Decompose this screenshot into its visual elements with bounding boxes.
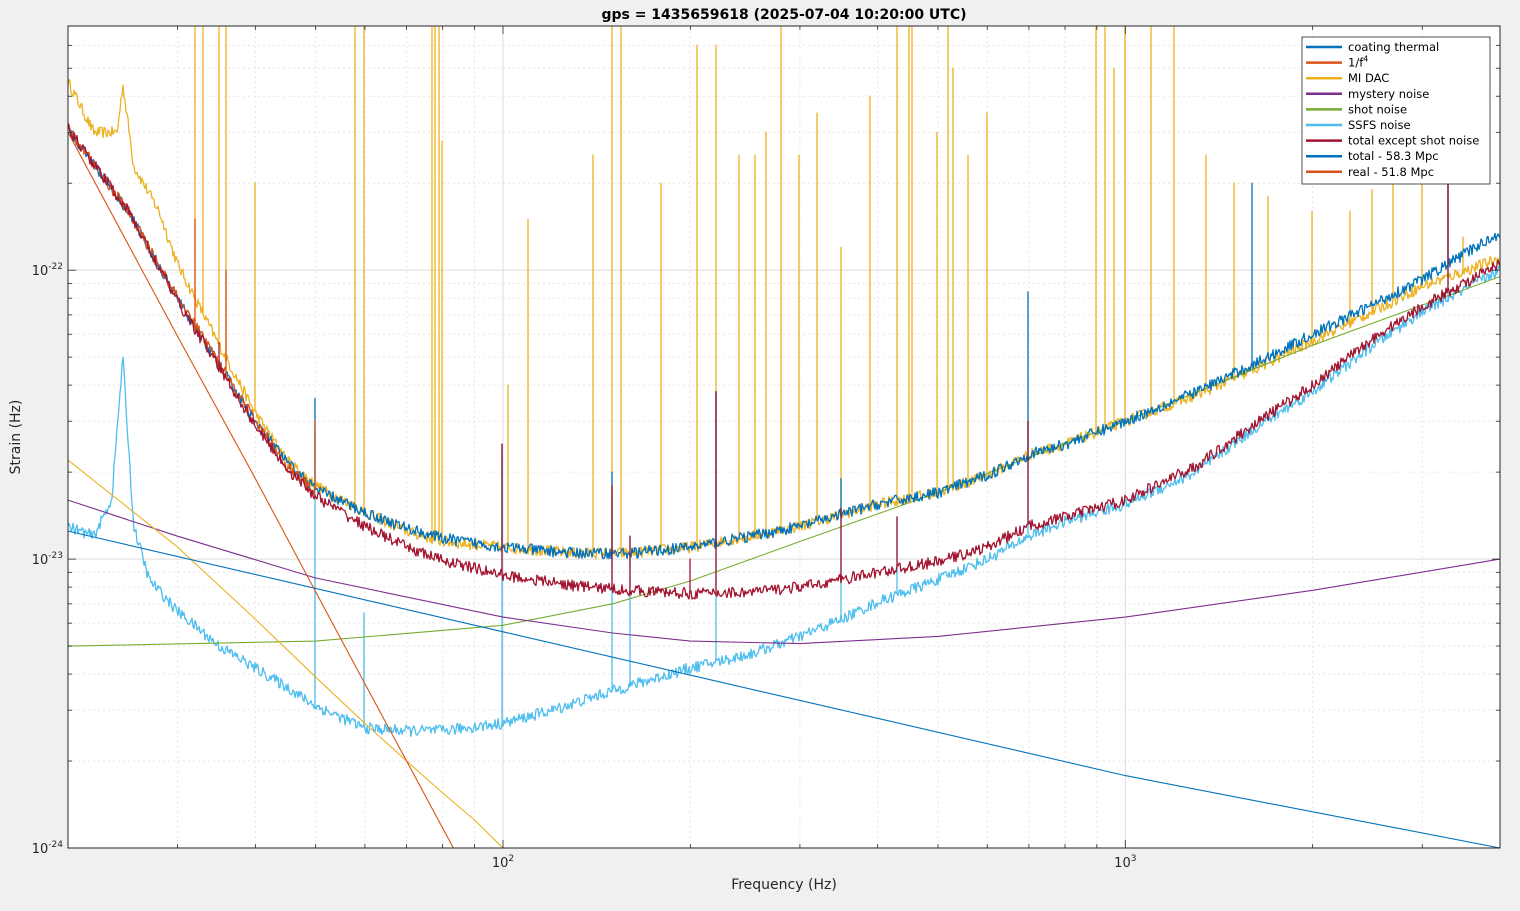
legend-entry-label: MI DAC bbox=[1348, 71, 1389, 85]
legend-entry-label: total except shot noise bbox=[1348, 134, 1479, 148]
legend-entry-label: SSFS noise bbox=[1348, 118, 1411, 132]
series-line-shot-noise bbox=[68, 276, 1500, 647]
plot-frame bbox=[67, 25, 1501, 849]
series-line-inverse-f4 bbox=[68, 132, 454, 848]
series-layer bbox=[68, 26, 1500, 848]
series-line-mystery-noise bbox=[68, 499, 1500, 645]
legend-entry-label: shot noise bbox=[1348, 102, 1407, 116]
legend-entry-label: coating thermal bbox=[1348, 40, 1439, 54]
plot-area bbox=[68, 26, 1500, 848]
legend-entry-label: mystery noise bbox=[1348, 87, 1429, 101]
legend-entry-label: total - 58.3 Mpc bbox=[1348, 149, 1439, 163]
series-line-coating-thermal bbox=[68, 530, 1500, 848]
series-line-total-except-shot-noise bbox=[68, 122, 1500, 600]
series-line-mi-dac-measured bbox=[68, 26, 1500, 560]
series-line-mi-dac-model bbox=[68, 459, 504, 848]
y-axis-label: Strain (Hz) bbox=[8, 400, 24, 475]
legend-entry-label: real - 51.8 Mpc bbox=[1348, 165, 1434, 179]
legend-entry-label: 1/f4 bbox=[1348, 55, 1368, 70]
chart-title: gps = 1435659618 (2025-07-04 10:20:00 UT… bbox=[601, 7, 966, 23]
x-axis-label: Frequency (Hz) bbox=[731, 877, 837, 893]
